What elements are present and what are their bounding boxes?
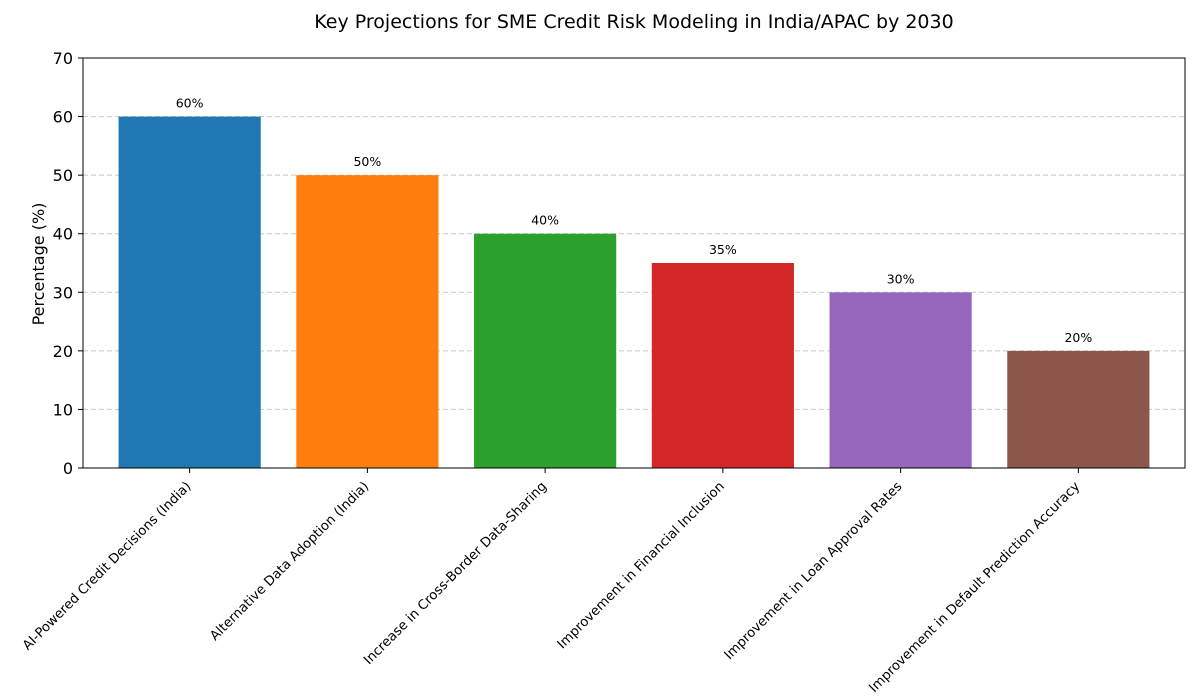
y-tick-label: 0 <box>63 459 73 478</box>
y-tick-label: 60 <box>53 108 73 127</box>
x-tick-label: Alternative Data Adoption (India) <box>208 479 373 644</box>
bar <box>651 263 794 468</box>
x-tick-label: Increase in Cross-Border Data-Sharing <box>361 479 550 668</box>
x-tick-label: Improvement in Financial Inclusion <box>555 479 728 652</box>
bar <box>118 116 261 469</box>
bar <box>474 233 617 468</box>
x-tick-label: Improvement in Loan Approval Rates <box>722 479 906 663</box>
bar <box>1007 350 1150 468</box>
x-tick-label: Improvement in Default Prediction Accura… <box>867 479 1084 696</box>
data-label: 60% <box>176 96 204 111</box>
data-label: 50% <box>353 154 381 169</box>
bars <box>118 116 1150 469</box>
chart-title: Key Projections for SME Credit Risk Mode… <box>314 11 953 33</box>
x-axis-ticks: AI-Powered Credit Decisions (India) Alter… <box>20 468 1083 696</box>
y-tick-label: 30 <box>53 283 73 302</box>
y-tick-label: 70 <box>53 49 73 68</box>
y-axis-ticks: 0 10 20 30 40 50 60 70 <box>53 49 83 478</box>
data-label: 35% <box>709 242 737 257</box>
y-tick-label: 40 <box>53 225 73 244</box>
y-tick-label: 10 <box>53 400 73 419</box>
y-tick-label: 20 <box>53 342 73 361</box>
bar <box>296 175 439 468</box>
data-label: 30% <box>887 271 915 286</box>
plot-frame <box>82 57 1186 469</box>
bar <box>829 292 972 468</box>
data-label: 20% <box>1064 330 1092 345</box>
data-labels: 60% 50% 40% 35% 30% 20% <box>176 96 1093 345</box>
y-axis-label: Percentage (%) <box>29 203 48 326</box>
data-label: 40% <box>531 213 559 228</box>
x-tick-label: AI-Powered Credit Decisions (India) <box>20 479 194 653</box>
y-tick-label: 50 <box>53 166 73 185</box>
